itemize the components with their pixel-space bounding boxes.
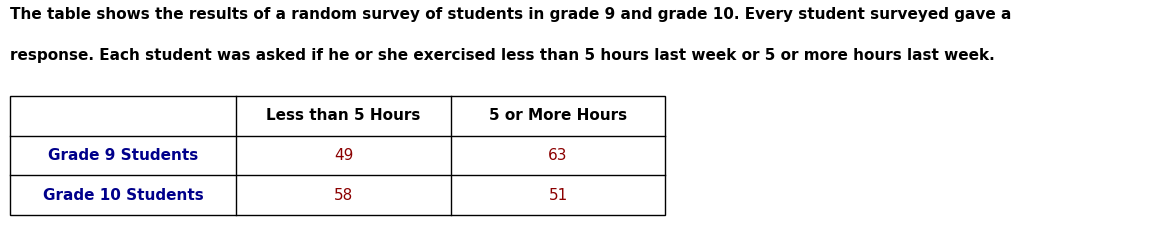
Text: response. Each student was asked if he or she exercised less than 5 hours last w: response. Each student was asked if he o… <box>10 48 996 63</box>
Text: 5 or More Hours: 5 or More Hours <box>489 108 627 123</box>
Text: 49: 49 <box>334 148 353 163</box>
Text: Less than 5 Hours: Less than 5 Hours <box>267 108 421 123</box>
Text: 58: 58 <box>334 187 353 203</box>
Text: Grade 9 Students: Grade 9 Students <box>49 148 198 163</box>
Text: The table shows the results of a random survey of students in grade 9 and grade : The table shows the results of a random … <box>10 7 1012 22</box>
Text: 63: 63 <box>548 148 568 163</box>
Text: Grade 10 Students: Grade 10 Students <box>43 187 204 203</box>
Text: 51: 51 <box>548 187 568 203</box>
Bar <box>10 96 665 215</box>
